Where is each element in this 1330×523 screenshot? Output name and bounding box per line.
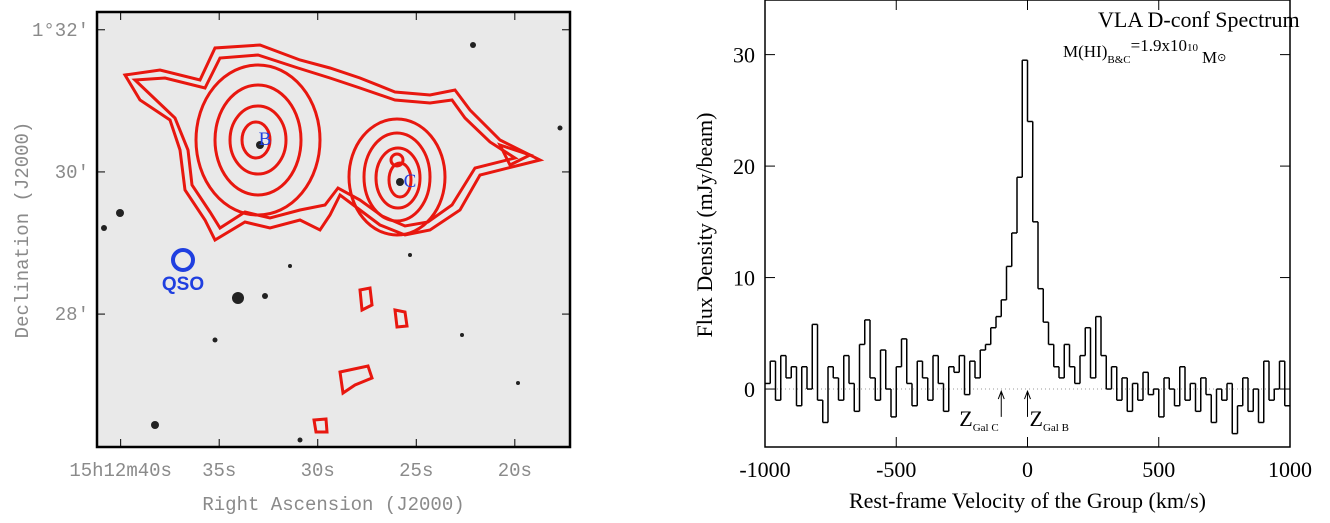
mass-label-part: M(HI) [1063,42,1107,61]
y-axis-label: Flux Density (mJy/beam) [692,113,717,338]
image-panel: 15h12m40s 35s 30s 25s 20s 1°32′ 30′ 28′ Right As… [12,10,572,516]
x-tick-label: 0 [1022,457,1033,482]
y-axis-label: Declination (J2000) [12,122,34,339]
y-tick-label: 20 [733,154,755,179]
frame [95,10,572,449]
mass-label-part: M [1202,48,1217,67]
x-axis-label: Rest-frame Velocity of the Group (km/s) [849,488,1206,513]
qso-marker [171,248,195,272]
mass-label-part: B&C [1107,54,1130,66]
arrow [1024,389,1031,417]
mass-label-part: =1.9x10 [1131,36,1187,55]
y-tick-label: 1°32′ [32,20,89,42]
annotation: QSO [162,274,204,295]
y-tick-label: 30′ [55,162,89,184]
x-axis-label: Right Ascension (J2000) [202,494,464,516]
x-tick-label: 35s [202,460,236,482]
redshift-label: ZGal C [959,406,998,434]
title: VLA D-conf Spectrum [1098,7,1300,32]
redshift-label-part: Z [959,406,972,431]
y-tick-label: 30 [733,43,755,68]
arrow [997,389,1005,417]
x-tick-label: 1000 [1268,457,1312,482]
y-tick-label: 28′ [55,304,89,326]
x-tick-label: 20s [498,460,532,482]
x-tick-label: 500 [1142,457,1175,482]
redshift-label-part: Gal C [973,422,999,434]
mass-label-part: ⊙ [1217,52,1226,64]
mass-label: M(HI)B&C=1.9x1010 M⊙ [1063,36,1226,67]
redshift-label-part: Gal B [1043,422,1069,434]
x-tick-label: 25s [399,460,433,482]
stars [101,42,563,443]
frame [764,0,1291,448]
x-tick-label: -500 [876,457,916,482]
x-tick-label: 15h12m40s [69,460,172,482]
sky-image [97,12,570,447]
spectrum-panel: -1000 -500 0 500 1000 0 10 20 30 Rest-frame Veloc… [692,0,1312,513]
redshift-label-part: Z [1030,406,1043,431]
annotation: B [259,129,272,150]
redshift-label: ZGal B [1030,406,1069,434]
contours [122,43,545,434]
x-tick-label: -1000 [739,457,790,482]
y-tick-label: 0 [744,377,755,402]
mass-label-part: 10 [1187,42,1199,54]
y-tick-label: 10 [733,266,755,291]
annotation: C [404,171,417,192]
x-tick-label: 30s [301,460,335,482]
